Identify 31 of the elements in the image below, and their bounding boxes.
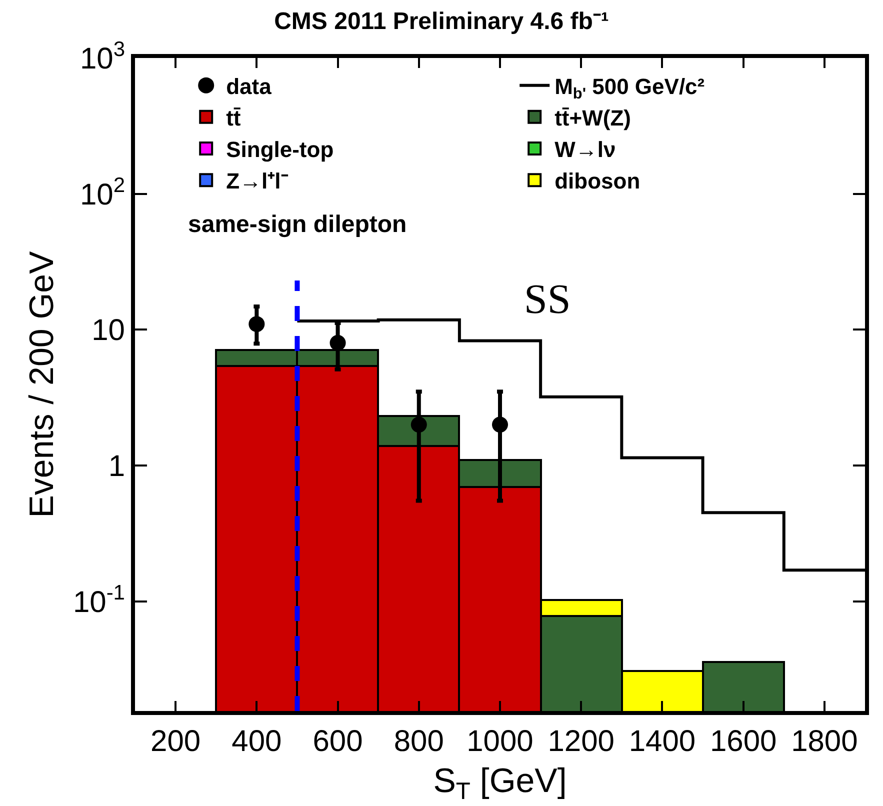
x-tick-label: 800	[394, 725, 444, 758]
x-tick-label: 600	[312, 725, 363, 758]
y-tick-label: 10$^{-1}$	[72, 581, 125, 619]
point	[492, 416, 508, 433]
y-tick-label: 10$^{2}$	[80, 174, 125, 212]
y-tick-label: 1	[108, 450, 125, 484]
legend-label: M$_{b'}$ 500 GeV/c²	[554, 74, 705, 103]
chart-title: CMS 2011 Preliminary 4.6 fb⁻¹	[274, 8, 609, 35]
y-tick-label: 10	[92, 314, 125, 348]
annotation: same-sign dilepton	[188, 211, 407, 238]
legend-label: W→lν	[554, 137, 616, 162]
legend-label: Single-top	[226, 137, 334, 162]
x-tick-label: 1600	[710, 725, 777, 758]
x-tick-label: 1400	[628, 725, 696, 758]
legend-label: tt̄+W(Z)	[554, 106, 631, 131]
y-axis-title: Events / 200 GeV	[23, 250, 62, 518]
annotation: SS	[524, 277, 571, 323]
legend-label: Z→l⁺l⁻	[226, 168, 289, 194]
x-tick-label: 1000	[466, 725, 534, 758]
y-tick-label: 10$^{3}$	[80, 38, 125, 76]
point	[248, 316, 265, 332]
legend-label: diboson	[554, 168, 640, 194]
point	[410, 416, 427, 433]
legend-label: data	[226, 74, 272, 99]
legend-label: tt̄	[226, 106, 242, 131]
point	[330, 334, 346, 351]
x-axis-title: S$_{T}$ [GeV]	[433, 762, 567, 805]
x-tick-label: 400	[232, 725, 282, 758]
x-tick-label: 1800	[791, 725, 858, 758]
x-tick-label: 1200	[548, 725, 614, 758]
x-tick-label: 200	[150, 725, 201, 758]
